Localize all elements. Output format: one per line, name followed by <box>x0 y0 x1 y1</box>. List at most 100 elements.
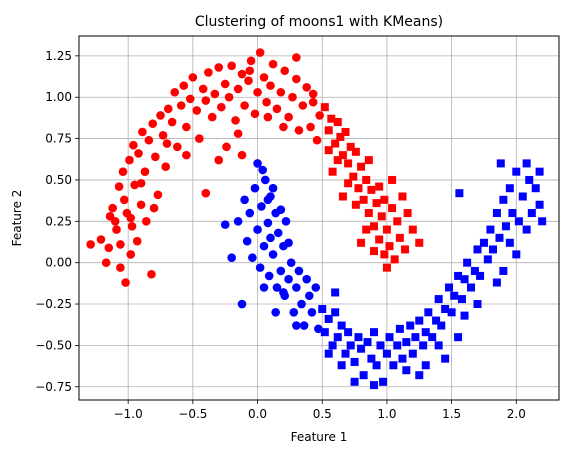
data-point-square <box>354 333 363 342</box>
data-point-circle <box>259 283 269 292</box>
y-tick-label: 0.00 <box>45 256 72 270</box>
data-point-square <box>492 278 501 287</box>
data-point-square <box>372 361 381 370</box>
data-point-circle <box>266 81 275 90</box>
data-point-circle <box>116 240 125 249</box>
data-point-circle <box>289 308 299 317</box>
data-point-circle <box>220 220 230 229</box>
data-point-circle <box>222 142 231 152</box>
data-point-circle <box>158 130 168 140</box>
data-point-circle <box>292 53 301 62</box>
data-point-circle <box>294 266 304 276</box>
data-point-circle <box>284 274 293 284</box>
data-point-square <box>350 357 359 366</box>
data-point-circle <box>302 274 312 284</box>
data-point-circle <box>271 308 280 317</box>
data-point-circle <box>263 218 273 228</box>
data-point-circle <box>140 167 150 176</box>
data-point-square <box>357 344 366 353</box>
y-tick-label: −0.75 <box>35 380 72 394</box>
data-point-square <box>341 127 350 136</box>
data-point-circle <box>153 190 163 200</box>
data-point-square <box>535 200 544 209</box>
data-point-circle <box>220 79 230 89</box>
data-point-square <box>364 156 373 165</box>
data-point-square <box>437 321 446 330</box>
data-point-circle <box>151 152 160 162</box>
data-point-circle <box>288 92 297 102</box>
data-point-square <box>318 305 327 313</box>
data-point-square <box>354 184 363 193</box>
data-point-square <box>385 333 394 342</box>
data-point-circle <box>268 250 278 259</box>
data-point-square <box>460 311 469 320</box>
data-point-square <box>377 212 386 221</box>
data-point-circle <box>217 102 226 112</box>
data-point-square <box>324 146 333 155</box>
x-tick-label: 0.0 <box>248 407 267 421</box>
data-point-circle <box>298 101 308 110</box>
data-point-square <box>447 308 456 317</box>
data-point-square <box>337 321 346 330</box>
data-point-circle <box>201 188 211 198</box>
data-point-square <box>369 381 378 390</box>
y-tick-label: 0.50 <box>45 173 72 187</box>
data-point-square <box>531 184 540 193</box>
data-point-circle <box>224 92 234 102</box>
data-point-circle <box>185 94 195 104</box>
data-point-circle <box>129 140 138 150</box>
data-point-square <box>338 151 347 160</box>
data-point-square <box>351 200 360 209</box>
data-point-circle <box>272 104 282 114</box>
data-point-square <box>505 184 514 193</box>
data-point-square <box>415 238 424 247</box>
data-point-circle <box>182 150 191 160</box>
data-point-square <box>473 245 482 254</box>
x-tick-label: −1.0 <box>114 407 143 421</box>
data-point-square <box>341 349 350 358</box>
data-point-square <box>331 288 340 297</box>
data-point-square <box>380 195 389 204</box>
data-point-square <box>344 328 353 337</box>
data-point-circle <box>284 238 293 248</box>
data-point-square <box>369 247 378 256</box>
data-point-square <box>434 341 443 350</box>
data-point-circle <box>201 96 211 105</box>
data-point-circle <box>266 233 275 243</box>
data-point-square <box>393 341 402 350</box>
data-point-square <box>395 324 404 333</box>
data-point-square <box>525 175 534 184</box>
data-point-square <box>357 238 366 247</box>
data-point-circle <box>297 299 306 309</box>
data-point-circle <box>292 74 301 84</box>
data-point-square <box>369 222 378 231</box>
data-point-square <box>324 314 333 323</box>
data-point-circle <box>315 111 324 120</box>
data-point-circle <box>144 135 154 145</box>
data-point-circle <box>276 205 286 215</box>
data-point-circle <box>242 236 252 246</box>
data-point-circle <box>273 228 283 238</box>
data-point-circle <box>292 283 301 292</box>
data-point-square <box>441 305 450 313</box>
data-point-circle <box>258 165 268 175</box>
x-tick-label: −0.5 <box>178 407 207 421</box>
data-point-circle <box>253 225 262 234</box>
data-point-square <box>455 189 464 198</box>
data-point-square <box>421 361 430 370</box>
data-point-circle <box>163 104 173 114</box>
axis-ticks: −1.0 −0.5 0.0 0.5 1.0 1.5 2.0 −0.75 −0.50 −0.25 0.… <box>35 49 526 421</box>
data-point-circle <box>130 180 139 190</box>
data-point-square <box>349 172 358 181</box>
data-point-circle <box>125 155 134 165</box>
data-point-square <box>401 245 410 254</box>
data-point-circle <box>149 203 159 213</box>
y-tick-label: −0.50 <box>35 338 72 352</box>
plot-frame <box>78 35 560 401</box>
data-point-square <box>362 225 371 234</box>
data-point-circle <box>311 283 321 292</box>
data-point-square <box>419 341 428 350</box>
data-point-square <box>473 300 482 309</box>
data-point-circle <box>257 202 266 211</box>
data-point-square <box>379 377 388 386</box>
